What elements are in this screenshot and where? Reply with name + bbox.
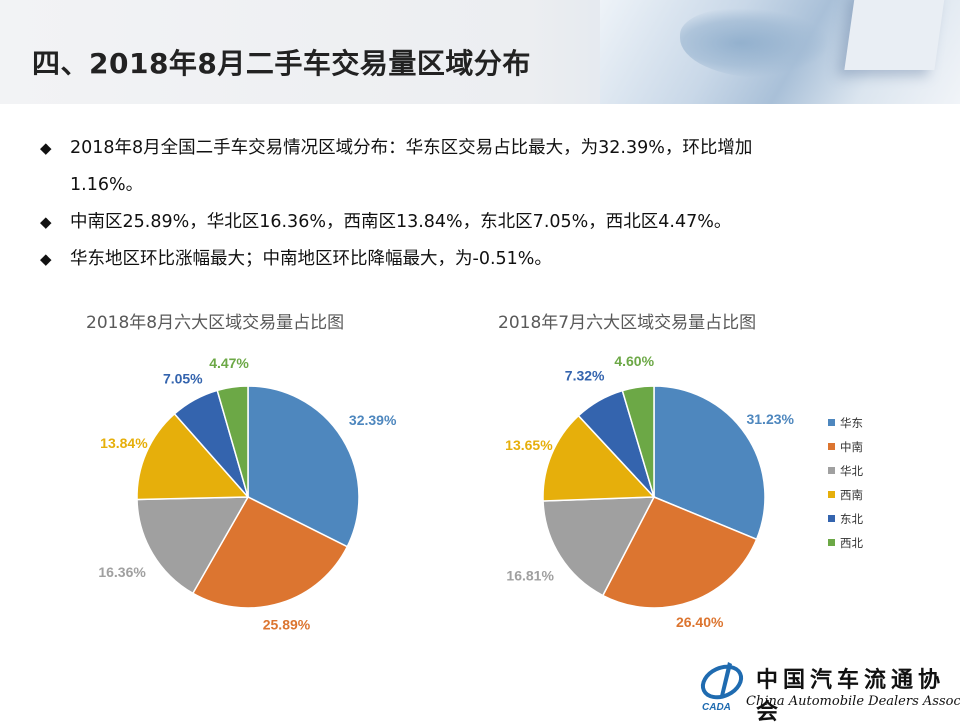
world-map-decoration	[680, 8, 830, 78]
pie-slice-0-5	[216, 385, 249, 498]
cada-logo: CADA 中国汽车流通协会 China Automobile Dealers A…	[698, 656, 960, 725]
legend-label-0: 华东	[840, 416, 863, 430]
bullet-continuation: 1.16%。	[70, 175, 144, 195]
pie-slice-1-2	[542, 496, 656, 597]
pie-slice-1-1	[601, 496, 758, 609]
legend-label-4: 东北	[840, 512, 863, 526]
page-title: 四、2018年8月二手车交易量区域分布	[32, 47, 531, 80]
legend-swatch-2	[828, 467, 835, 474]
data-label-1-3: 13.65%	[505, 437, 553, 453]
bullet-text: 2018年8月全国二手车交易情况区域分布：华东区交易占比最大，为32.39%，环…	[70, 138, 753, 158]
data-label-0-0: 32.39%	[349, 412, 397, 428]
data-label-1-5: 4.60%	[614, 353, 654, 369]
pie-slice-0-0	[247, 385, 360, 548]
header-banner	[0, 0, 960, 104]
chart-title-july: 2018年7月六大区域交易量占比图	[498, 313, 757, 333]
pie-slice-0-2	[136, 496, 250, 595]
data-label-0-4: 7.05%	[163, 370, 203, 386]
diamond-bullet-icon: ◆	[40, 250, 52, 268]
diamond-bullet-icon: ◆	[40, 213, 52, 231]
logo-cn-text: 中国汽车流通协会	[756, 667, 946, 725]
data-label-0-3: 13.84%	[100, 435, 148, 451]
data-label-1-4: 7.32%	[565, 368, 605, 384]
data-label-1-2: 16.81%	[506, 567, 554, 583]
pie-slice-0-3	[136, 412, 250, 501]
data-label-0-1: 25.89%	[263, 617, 311, 633]
legend-swatch-3	[828, 491, 835, 498]
chart-title-august: 2018年8月六大区域交易量占比图	[86, 313, 345, 333]
legend-swatch-1	[828, 443, 835, 450]
bullet-text: 华东地区环比涨幅最大；中南地区环比降幅最大，为-0.51%。	[70, 249, 552, 269]
bullet-item: ◆ 2018年8月全国二手车交易情况区域分布：华东区交易占比最大，为32.39%…	[40, 130, 920, 167]
pie-slice-1-5	[621, 385, 655, 498]
logo-en-text: China Automobile Dealers Association	[746, 694, 960, 709]
data-label-1-1: 26.40%	[676, 614, 724, 630]
legend-label-5: 西北	[840, 536, 863, 550]
pie-slice-1-0	[653, 385, 766, 541]
bullet-list: ◆ 2018年8月全国二手车交易情况区域分布：华东区交易占比最大，为32.39%…	[40, 130, 920, 278]
bullet-item: ◆ 华东地区环比涨幅最大；中南地区环比降幅最大，为-0.51%。	[40, 241, 920, 278]
data-label-1-0: 31.23%	[746, 411, 794, 427]
diamond-bullet-icon: ◆	[40, 139, 52, 157]
bullet-item: ◆ 中南区25.89%，华北区16.36%，西南区13.84%，东北区7.05%…	[40, 204, 920, 241]
legend-swatch-0	[828, 419, 835, 426]
data-label-0-5: 4.47%	[209, 355, 249, 371]
legend-label-2: 华北	[840, 464, 863, 478]
legend-label-1: 中南	[840, 440, 863, 454]
header-decoration	[600, 0, 960, 104]
cada-emblem-icon: CADA	[700, 662, 744, 712]
legend-swatch-5	[828, 539, 835, 546]
cada-mark: CADA	[702, 702, 731, 712]
legend-swatch-4	[828, 515, 835, 522]
legend-label-3: 西南	[840, 488, 863, 502]
data-label-0-2: 16.36%	[98, 564, 146, 580]
bullet-text: 中南区25.89%，华北区16.36%，西南区13.84%，东北区7.05%，西…	[70, 212, 732, 232]
pie-slice-0-1	[191, 496, 349, 609]
pie-slice-1-3	[542, 414, 656, 502]
